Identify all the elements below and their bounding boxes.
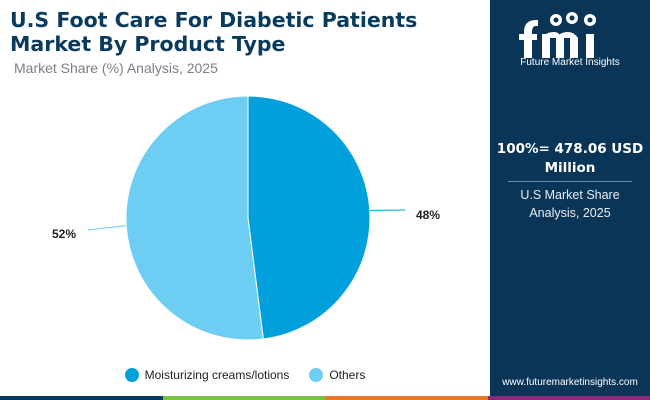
market-total: 100%= 478.06 USD Million — [496, 141, 644, 176]
bar-segment-2 — [162, 396, 325, 400]
legend-item-others: Others — [309, 368, 365, 382]
legend-swatch-moisturizing — [124, 368, 139, 382]
legend: Moisturizing creams/lotions Others — [0, 368, 490, 382]
legend-label-moisturizing: Moisturizing creams/lotions — [144, 368, 290, 382]
bar-segment-1 — [0, 396, 163, 400]
analysis-label: U.S Market Share Analysis, 2025 — [520, 188, 620, 220]
chart-title: U.S Foot Care For Diabetic Patients Mark… — [10, 8, 418, 56]
bottom-color-bar — [0, 396, 650, 400]
fmi-logo — [519, 12, 596, 58]
chart-subtitle: Market Share (%) Analysis, 2025 — [14, 60, 218, 76]
leader-line-others — [87, 225, 127, 231]
data-label-others: 52% — [52, 227, 76, 241]
info-sidebar: Future Market Insights 100%= 478.06 USD … — [490, 0, 650, 400]
legend-swatch-others — [309, 368, 324, 382]
pie-slice-moisturizing — [247, 95, 371, 340]
bar-segment-4 — [487, 396, 650, 400]
legend-label-others: Others — [329, 368, 366, 382]
logo-caption: Future Market Insights — [520, 57, 620, 68]
pie-slice-others — [125, 95, 264, 341]
data-label-moisturizing: 48% — [416, 208, 440, 222]
pie-chart: 48% 52% — [52, 95, 440, 341]
sidebar-divider — [508, 181, 632, 182]
legend-item-moisturizing: Moisturizing creams/lotions — [124, 368, 290, 382]
bar-segment-3 — [325, 396, 488, 400]
chart-area: U.S Foot Care For Diabetic Patients Mark… — [0, 8, 490, 382]
website-link[interactable]: www.futuremarketinsights.com — [502, 377, 638, 388]
